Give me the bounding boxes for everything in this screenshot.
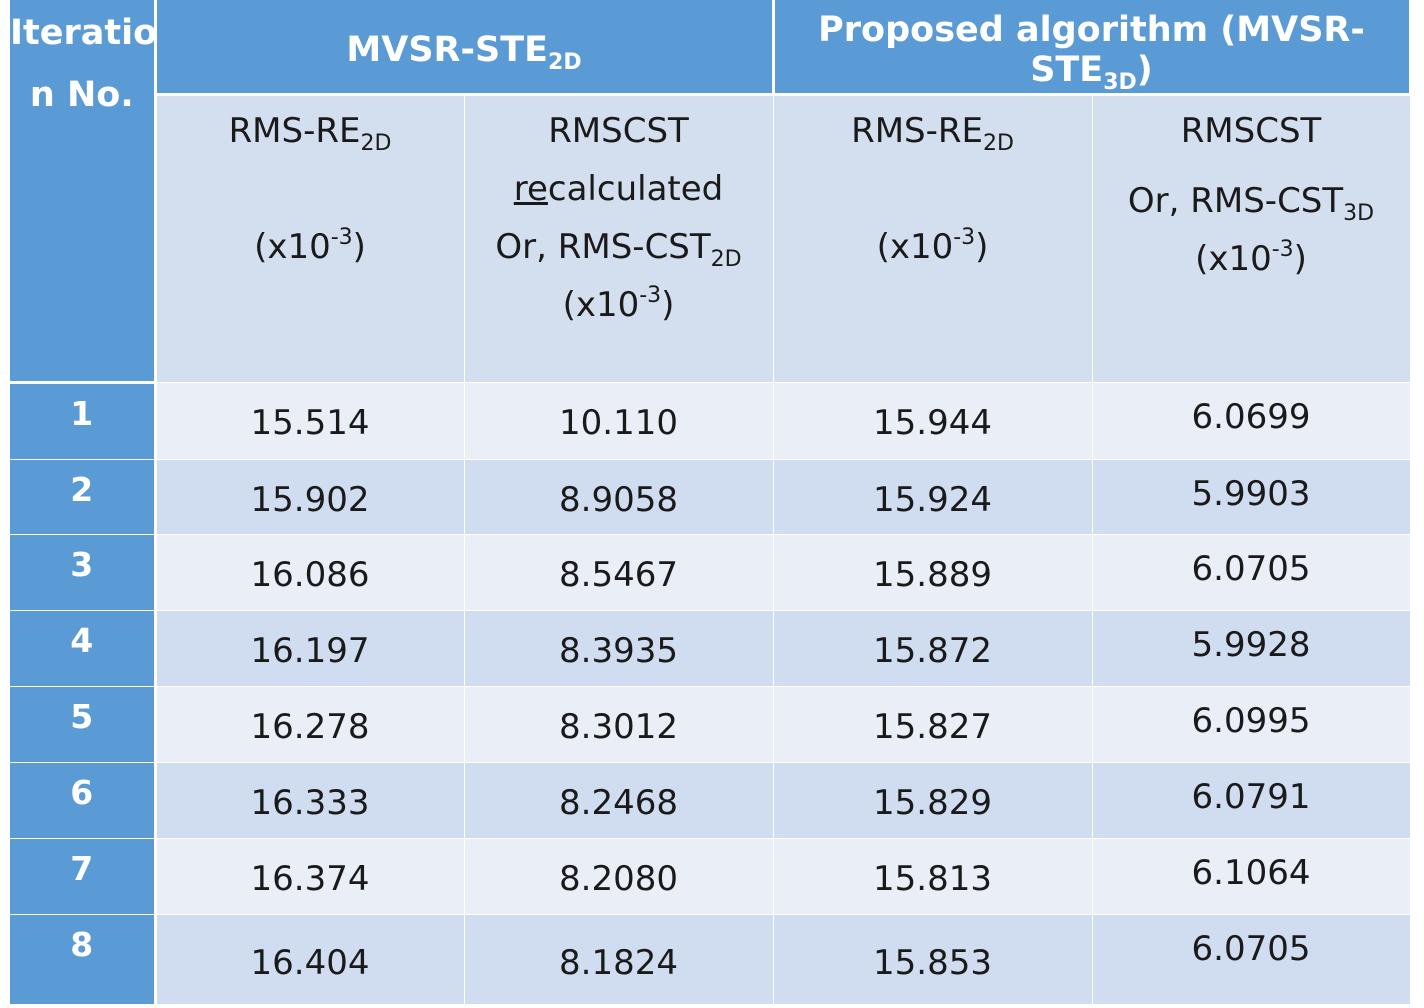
rms-re-2d-cell: 16.404: [155, 914, 465, 1005]
col-header-rmscst-2d: RMSCST recalculated Or, RMS-CST2D (x10-3…: [464, 94, 774, 383]
table-row: 6 16.333 8.2468 15.829 6.0791: [10, 762, 1411, 839]
iteration-number: 2: [10, 459, 157, 535]
table-row: 7 16.374 8.2080 15.813 6.1064: [10, 838, 1411, 915]
results-table: Iteratio n No. MVSR-STE2D Proposed algor…: [10, 0, 1412, 1005]
iteration-number: 8: [10, 914, 157, 1005]
rmscst-3d-cell: 5.9928: [1092, 610, 1411, 687]
table-row: 8 16.404 8.1824 15.853 6.0705: [10, 914, 1411, 1005]
rmscst-2d-cell: 8.2468: [464, 762, 774, 839]
rms-re-2d-cell: 15.902: [155, 459, 465, 535]
table-row: 4 16.197 8.3935 15.872 5.9928: [10, 610, 1411, 687]
rmscst-3d-cell: 5.9903: [1092, 459, 1411, 535]
iteration-header: Iteratio n No.: [10, 0, 157, 384]
group-header-3d: Proposed algorithm (MVSR-STE3D): [773, 0, 1412, 96]
iteration-number: 3: [10, 534, 157, 611]
rms-re-3d-cell: 15.924: [773, 459, 1093, 535]
rmscst-2d-cell: 8.9058: [464, 459, 774, 535]
iteration-number: 5: [10, 686, 157, 763]
rms-re-3d-cell: 15.853: [773, 914, 1093, 1005]
rms-re-3d-cell: 15.827: [773, 686, 1093, 763]
rmscst-3d-cell: 6.1064: [1092, 838, 1411, 915]
iteration-number: 4: [10, 610, 157, 687]
rmscst-2d-cell: 8.1824: [464, 914, 774, 1005]
col-header-rms-re-3d: RMS-RE2D (x10-3): [773, 94, 1093, 383]
iteration-number: 6: [10, 762, 157, 839]
table-row: 3 16.086 8.5467 15.889 6.0705: [10, 534, 1411, 611]
rmscst-2d-cell: 8.5467: [464, 534, 774, 611]
rms-re-3d-cell: 15.872: [773, 610, 1093, 687]
rms-re-3d-cell: 15.944: [773, 382, 1093, 460]
group-header-2d: MVSR-STE2D: [155, 0, 775, 96]
table-row: 5 16.278 8.3012 15.827 6.0995: [10, 686, 1411, 763]
col-header-rmscst-3d: RMSCST Or, RMS-CST3D (x10-3): [1092, 94, 1411, 383]
rms-re-2d-cell: 16.333: [155, 762, 465, 839]
rmscst-3d-cell: 6.0791: [1092, 762, 1411, 839]
rmscst-2d-cell: 8.2080: [464, 838, 774, 915]
rmscst-2d-cell: 10.110: [464, 382, 774, 460]
rms-re-2d-cell: 16.197: [155, 610, 465, 687]
table-row: 1 15.514 10.110 15.944 6.0699: [10, 382, 1411, 460]
table-row: 2 15.902 8.9058 15.924 5.9903: [10, 459, 1411, 535]
rmscst-3d-cell: 6.0995: [1092, 686, 1411, 763]
rms-re-2d-cell: 16.374: [155, 838, 465, 915]
iteration-number: 1: [10, 382, 157, 460]
rms-re-2d-cell: 16.278: [155, 686, 465, 763]
iteration-number: 7: [10, 838, 157, 915]
rms-re-3d-cell: 15.813: [773, 838, 1093, 915]
rms-re-2d-cell: 16.086: [155, 534, 465, 611]
rmscst-3d-cell: 6.0705: [1092, 914, 1411, 1005]
rms-re-2d-cell: 15.514: [155, 382, 465, 460]
rms-re-3d-cell: 15.889: [773, 534, 1093, 611]
rmscst-3d-cell: 6.0705: [1092, 534, 1411, 611]
col-header-rms-re-2d: RMS-RE2D (x10-3): [155, 94, 465, 383]
rmscst-3d-cell: 6.0699: [1092, 382, 1411, 460]
rmscst-2d-cell: 8.3012: [464, 686, 774, 763]
rms-re-3d-cell: 15.829: [773, 762, 1093, 839]
rmscst-2d-cell: 8.3935: [464, 610, 774, 687]
